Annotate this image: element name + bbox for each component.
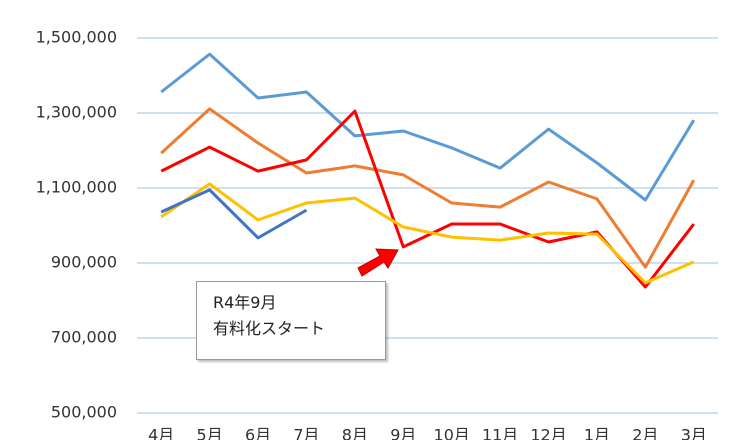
y-tick-label: 900,000 bbox=[51, 253, 117, 272]
annotation-line: 有料化スタート bbox=[213, 319, 326, 338]
x-tick-label: 6月 bbox=[245, 426, 271, 440]
x-tick-label: 5月 bbox=[197, 426, 223, 440]
y-tick-label: 1,100,000 bbox=[36, 178, 117, 197]
y-tick-label: 700,000 bbox=[51, 328, 117, 347]
lines bbox=[160, 52, 696, 289]
annotation-box: R4年9月 有料化スタート bbox=[196, 281, 386, 360]
series-line bbox=[160, 109, 695, 289]
x-tick-label: 10月 bbox=[434, 426, 470, 440]
x-tick-label: 9月 bbox=[390, 426, 416, 440]
x-tick-label: 2月 bbox=[632, 426, 658, 440]
x-tick-label: 4月 bbox=[148, 426, 174, 440]
arrow bbox=[357, 248, 399, 277]
y-tick-label: 500,000 bbox=[51, 403, 117, 422]
series-line bbox=[160, 188, 308, 240]
annotation-line: R4年9月 bbox=[213, 293, 277, 312]
x-tick-label: 12月 bbox=[530, 426, 566, 440]
x-tick-label: 1月 bbox=[584, 426, 610, 440]
x-tick-label: 8月 bbox=[342, 426, 368, 440]
series-line bbox=[160, 52, 696, 202]
series-line bbox=[160, 107, 696, 269]
y-tick-label: 1,300,000 bbox=[36, 103, 117, 122]
x-tick-label: 7月 bbox=[293, 426, 319, 440]
y-tick-label: 1,500,000 bbox=[36, 28, 117, 47]
x-tick-label: 11月 bbox=[482, 426, 518, 440]
series-line bbox=[160, 182, 695, 285]
x-tick-label: 3月 bbox=[681, 426, 707, 440]
